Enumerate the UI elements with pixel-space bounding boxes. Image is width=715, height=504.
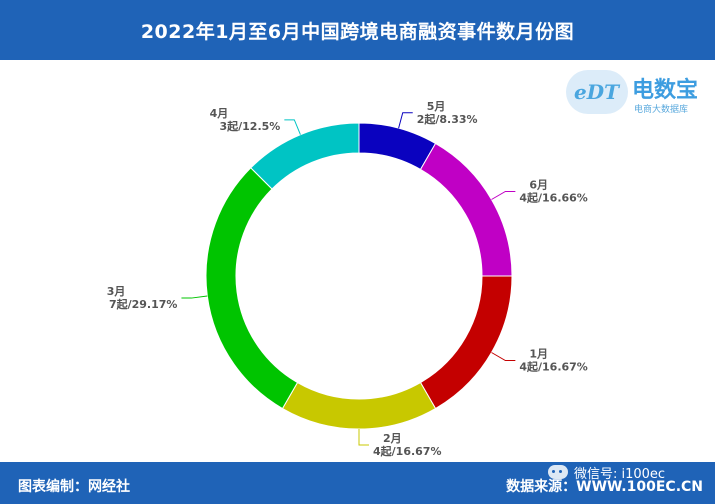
slice-label-5: 4月 xyxy=(210,107,229,120)
slice-value-label-3: 4起/16.67% xyxy=(373,444,442,458)
donut-slice-3 xyxy=(281,381,437,430)
logo: eDT 电数宝 电商大数据库 xyxy=(566,66,711,124)
wechat-icon xyxy=(548,465,568,479)
slice-label-3: 2月 xyxy=(383,432,402,445)
chart-title: 2022年1月至6月中国跨境电商融资事件数月份图 xyxy=(140,20,575,43)
footer: 图表编制：网经社 数据来源：WWW.100EC.CN xyxy=(0,462,715,504)
footer-credit: 图表编制：网经社 xyxy=(18,479,130,495)
footer-source: 数据来源：WWW.100EC.CN xyxy=(506,479,703,495)
slice-value-label-1: 4起/16.66% xyxy=(519,191,588,205)
donut-slice-4 xyxy=(205,167,299,410)
logo-subtitle: 电商大数据库 xyxy=(634,105,689,115)
slice-value-label-0: 2起/8.33% xyxy=(417,112,478,126)
slice-label-2: 1月 xyxy=(529,348,548,361)
chart-area: 5月 2起/8.33% 6月 4起/16.66% 1月 4起/16.67% 2月 4起/16.… xyxy=(0,60,715,462)
leader-line-2 xyxy=(491,352,516,361)
donut-slice-1 xyxy=(419,142,513,277)
chart-title-bar: 2022年1月至6月中国跨境电商融资事件数月份图 xyxy=(0,0,715,60)
slice-value-label-5: 3起/12.5% xyxy=(219,119,280,133)
leader-line-0 xyxy=(398,112,413,129)
donut-slice-2 xyxy=(419,275,513,410)
leader-line-4 xyxy=(181,295,208,299)
slice-value-label-2: 4起/16.67% xyxy=(519,360,588,374)
leader-line-1 xyxy=(491,191,516,200)
donut-slice-5 xyxy=(250,122,360,190)
wechat-id: 微信号: i100ec xyxy=(574,466,666,482)
cloud-logo-icon xyxy=(566,70,628,114)
slice-label-4: 3月 xyxy=(107,285,126,298)
logo-mark: eDT xyxy=(574,80,619,104)
donut-chart: 5月2起/8.33%6月4起/16.66%1月4起/16.67%2月4起/16.… xyxy=(107,100,588,458)
slice-label-0: 5月 xyxy=(427,100,446,113)
slice-label-1: 6月 xyxy=(529,179,548,192)
leader-line-5 xyxy=(284,119,301,135)
logo-name: 电数宝 xyxy=(632,78,699,103)
slice-value-label-4: 7起/29.17% xyxy=(109,297,178,311)
wechat-watermark: 微信号: i100ec xyxy=(548,462,665,482)
leader-line-3 xyxy=(358,429,369,446)
